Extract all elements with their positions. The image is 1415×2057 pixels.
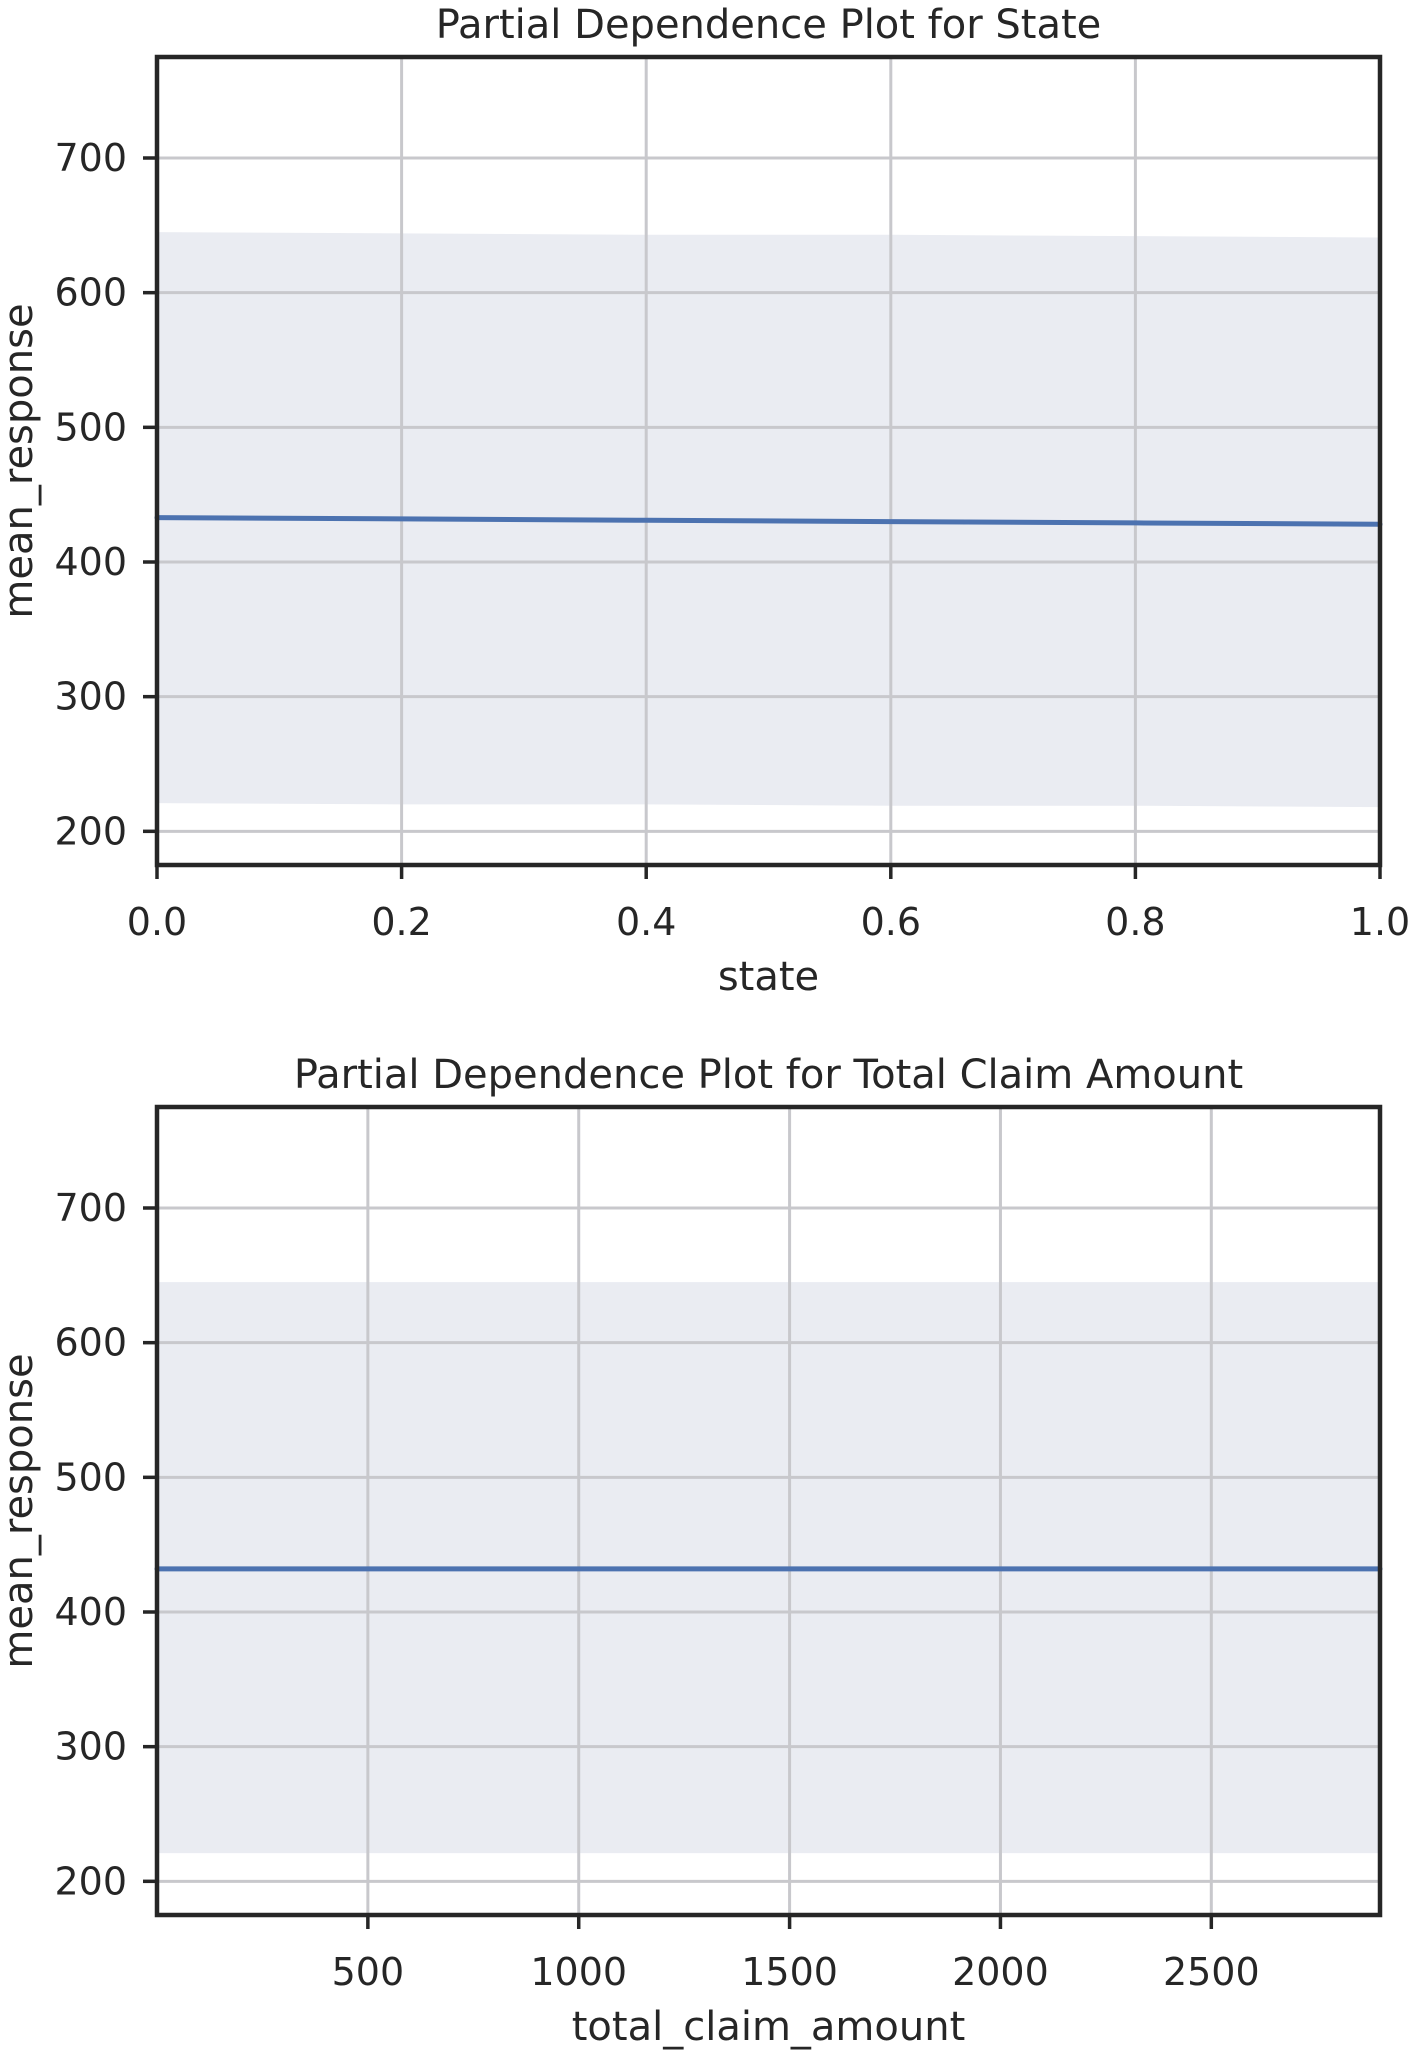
x-tick-label: 0.6 bbox=[861, 900, 921, 944]
x-tick-label: 1500 bbox=[741, 1950, 838, 1994]
plot-area: 500 1000 1500 2000 2500 200 300 400 500 600 700 bbox=[54, 1104, 1383, 1994]
y-tick-label: 600 bbox=[54, 271, 127, 315]
x-tick-label: 0.2 bbox=[371, 900, 431, 944]
axes-frame bbox=[154, 1104, 1383, 1918]
x-tick-label: 0.0 bbox=[127, 900, 187, 944]
x-tick-label: 0.8 bbox=[1105, 900, 1165, 944]
x-tick-label: 2000 bbox=[952, 1950, 1049, 1994]
x-tick-label: 0.4 bbox=[616, 900, 676, 944]
y-tick-label: 300 bbox=[54, 675, 127, 719]
y-tick-label: 400 bbox=[54, 1590, 127, 1634]
x-axis-label: state bbox=[718, 954, 819, 1000]
y-tick-label: 200 bbox=[54, 809, 127, 853]
chart-title: Partial Dependence Plot for Total Claim … bbox=[294, 1052, 1243, 1098]
y-axis-label: mean_response bbox=[0, 1353, 42, 1668]
pdp-state-chart: 0.0 0.2 0.4 0.6 0.8 1.0 200 300 400 500 600 700 Par… bbox=[0, 2, 1410, 1000]
x-tick-label: 2500 bbox=[1163, 1950, 1260, 1994]
pdp-total-claim-amount-chart: 500 1000 1500 2000 2500 200 300 400 500 600 700 Pa… bbox=[0, 1052, 1383, 2050]
mean-response-line bbox=[154, 515, 1383, 527]
x-tick-label: 1.0 bbox=[1350, 900, 1410, 944]
y-tick-label: 400 bbox=[54, 540, 127, 584]
plot-area: 0.0 0.2 0.4 0.6 0.8 1.0 200 300 400 500 600 700 bbox=[54, 54, 1410, 944]
y-tick-label: 300 bbox=[54, 1725, 127, 1769]
x-tick-label: 500 bbox=[332, 1950, 405, 1994]
y-tick-label: 700 bbox=[54, 136, 127, 180]
y-axis-label: mean_response bbox=[0, 303, 42, 618]
x-axis-label: total_claim_amount bbox=[572, 2004, 966, 2050]
axes-frame bbox=[154, 54, 1383, 868]
y-tick-label: 200 bbox=[54, 1859, 127, 1903]
chart-title: Partial Dependence Plot for State bbox=[436, 2, 1102, 48]
y-tick-label: 500 bbox=[54, 405, 127, 449]
y-tick-label: 500 bbox=[54, 1455, 127, 1499]
x-tick-label: 1000 bbox=[530, 1950, 627, 1994]
y-tick-label: 700 bbox=[54, 1186, 127, 1230]
y-tick-label: 600 bbox=[54, 1321, 127, 1365]
